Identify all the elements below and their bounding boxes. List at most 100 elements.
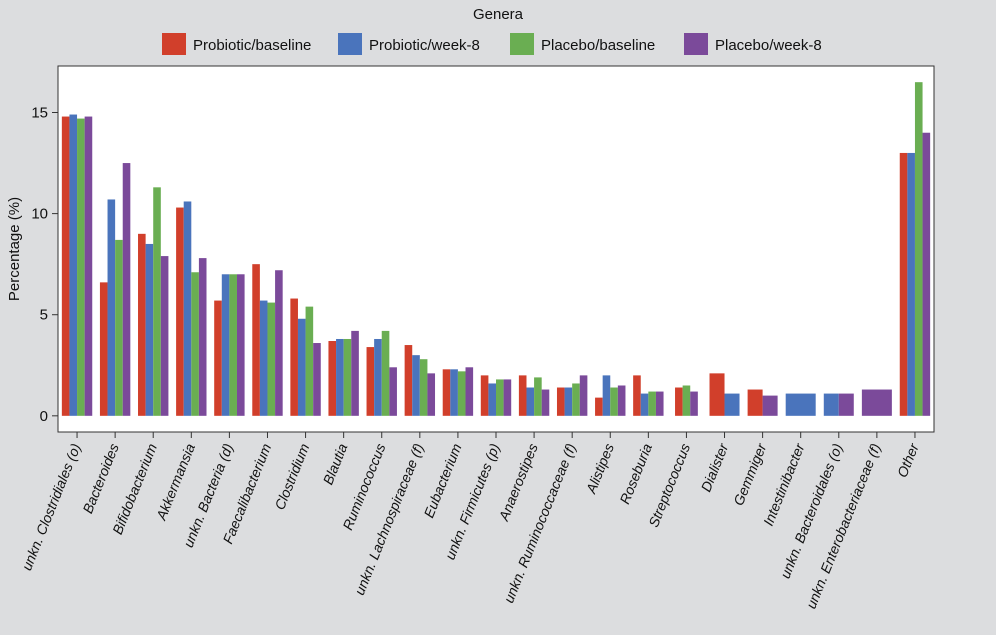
bar-4-4 — [198, 258, 207, 416]
bar-2-2 — [107, 199, 116, 416]
x-tick-label: Anaerostipes — [495, 441, 541, 524]
x-tick-label: Bacteroides — [79, 441, 122, 516]
y-axis: 0 5 10 15 — [31, 105, 58, 425]
legend-label-3: Placebo/baseline — [541, 37, 655, 54]
legend: Probiotic/baseline Probiotic/week-8 Placeb… — [162, 33, 822, 55]
bar-1-16 — [633, 375, 641, 416]
bar-1-6 — [252, 264, 260, 416]
bar-3-14 — [572, 383, 580, 416]
bar-4-6 — [275, 270, 283, 416]
bar-1-11 — [442, 369, 451, 416]
bar-4-12 — [503, 379, 512, 416]
bar-3-23 — [914, 82, 923, 416]
bar-2-4 — [183, 201, 192, 416]
bar-1-13 — [518, 375, 527, 416]
bars — [61, 82, 931, 416]
x-tick-label: Streptococcus — [645, 441, 693, 529]
legend-swatch-3 — [510, 33, 534, 55]
x-tick-label: Akkermansia — [153, 441, 199, 523]
bar-2-15 — [602, 375, 611, 416]
bar-2-3 — [145, 243, 154, 416]
y-tick-label: 5 — [40, 307, 48, 324]
legend-label-2: Probiotic/week-8 — [369, 37, 480, 54]
y-tick-label: 0 — [40, 408, 48, 425]
bar-1-23 — [899, 152, 908, 416]
legend-swatch-2 — [338, 33, 362, 55]
x-tick-label: unkn. Lachnospiraceae (f) — [351, 441, 426, 597]
x-tick-label: Alistipes — [582, 441, 617, 496]
bar-4-14 — [579, 375, 588, 416]
bar-3-2 — [115, 239, 123, 416]
bar-2-10 — [412, 355, 420, 416]
bar-4-17 — [690, 391, 698, 416]
bar-3-12 — [496, 379, 504, 416]
bar-1-9 — [366, 347, 375, 416]
bar-4-5 — [236, 274, 245, 416]
x-tick-label: Eubacterium — [420, 441, 464, 520]
bar-2-14 — [564, 387, 573, 416]
x-axis: unkn. Clostridiales (o)BacteroidesBifido… — [18, 432, 922, 611]
bar-1-7 — [290, 298, 298, 416]
x-tick-label: Other — [894, 440, 922, 480]
bar-4-23 — [922, 132, 931, 416]
bar-3-11 — [457, 371, 466, 416]
bar-3-9 — [381, 330, 390, 416]
bar-3-7 — [305, 306, 314, 416]
bar-2-9 — [374, 338, 382, 416]
bar-3-5 — [229, 274, 237, 416]
y-tick-label: 15 — [31, 105, 48, 122]
bar-3-3 — [153, 187, 161, 416]
bar-4-16 — [655, 391, 664, 416]
legend-swatch-4 — [684, 33, 708, 55]
x-tick-label: Dialister — [698, 440, 732, 494]
bar-3-17 — [682, 385, 691, 416]
bar-2-5 — [221, 274, 230, 416]
bar-3-4 — [191, 272, 199, 416]
bar-1-17 — [675, 387, 683, 416]
legend-swatch-1 — [162, 33, 186, 55]
x-tick-label: unkn. Ruminococcaceae (f) — [500, 441, 579, 605]
bar-1-5 — [214, 300, 222, 416]
y-axis-title: Percentage (%) — [6, 197, 23, 301]
bar-4-19 — [762, 395, 778, 416]
x-tick-label: unkn. Clostridiales (o) — [18, 441, 84, 573]
bar-2-20 — [785, 393, 816, 416]
x-tick-label: Clostridium — [271, 441, 312, 512]
bar-3-13 — [534, 377, 542, 416]
bar-3-10 — [419, 359, 428, 416]
bar-2-7 — [297, 318, 306, 416]
bar-3-8 — [343, 338, 352, 416]
bar-3-1 — [77, 118, 85, 416]
bar-1-10 — [404, 345, 413, 416]
bar-3-15 — [610, 387, 618, 416]
bar-4-9 — [389, 367, 397, 416]
y-tick-label: 10 — [31, 206, 48, 223]
bar-1-14 — [556, 387, 565, 416]
bar-4-15 — [617, 385, 626, 416]
legend-label-4: Placebo/week-8 — [715, 37, 822, 54]
bar-2-11 — [450, 369, 458, 416]
bar-3-16 — [648, 391, 656, 416]
legend-label-1: Probiotic/baseline — [193, 37, 311, 54]
bar-1-18 — [709, 373, 725, 416]
bar-4-2 — [122, 163, 131, 416]
bar-1-19 — [747, 389, 763, 416]
bar-2-18 — [724, 393, 740, 416]
bar-4-21 — [838, 393, 854, 416]
bar-1-2 — [99, 282, 108, 416]
bar-1-12 — [480, 375, 489, 416]
bar-4-7 — [313, 343, 321, 416]
bar-2-12 — [488, 383, 496, 416]
bar-2-21 — [823, 393, 839, 416]
bar-4-11 — [465, 367, 474, 416]
bar-4-3 — [160, 256, 169, 416]
bar-2-13 — [526, 387, 535, 416]
bar-2-16 — [640, 393, 649, 416]
bar-3-6 — [267, 302, 276, 416]
bar-2-8 — [336, 338, 344, 416]
bar-2-6 — [259, 300, 268, 416]
bar-1-1 — [61, 116, 70, 416]
bar-4-10 — [427, 373, 436, 416]
x-tick-label: unkn. Enterobacteriaceae (f) — [803, 441, 884, 611]
